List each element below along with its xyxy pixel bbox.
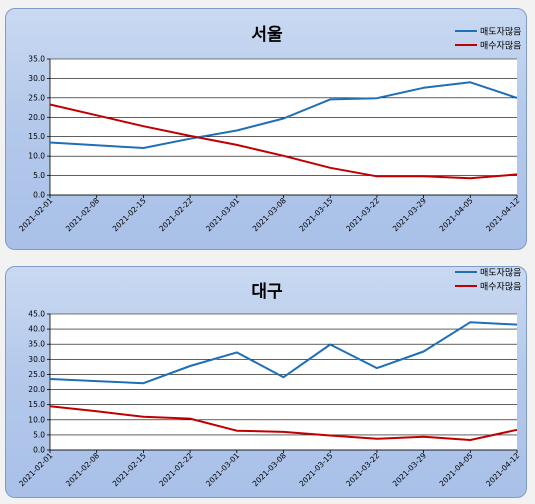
x-tick-label: 2021-02-15 <box>111 196 148 233</box>
series-line-buyers <box>49 405 518 441</box>
y-tick-label: 0.0 <box>33 446 45 455</box>
legend-label: 매도자많음 <box>480 268 521 279</box>
y-tick-label: 30.0 <box>28 355 45 364</box>
x-tick-label: 2021-03-22 <box>344 196 381 233</box>
x-tick-label: 2021-03-29 <box>391 451 428 488</box>
legend-label: 매수자많음 <box>480 282 521 293</box>
plot-area <box>50 59 517 195</box>
y-tick-label: 5.0 <box>33 171 45 180</box>
y-tick-label: 15.0 <box>28 132 45 141</box>
chart-title: 서울 <box>251 25 283 45</box>
x-tick-label: 2021-03-15 <box>297 451 334 488</box>
y-tick-label: 30.0 <box>28 74 45 83</box>
x-tick-label: 2021-03-15 <box>297 196 334 233</box>
y-tick-label: 40.0 <box>28 325 45 334</box>
y-tick-label: 25.0 <box>28 93 45 102</box>
x-tick-label: 2021-03-08 <box>251 451 288 488</box>
series-line-sellers <box>49 81 518 149</box>
x-tick-label: 2021-02-22 <box>157 451 194 488</box>
x-tick-label: 2021-02-08 <box>64 196 101 233</box>
y-tick-label: 0.0 <box>33 191 45 200</box>
x-tick-label: 2021-03-01 <box>204 451 241 488</box>
y-tick-label: 35.0 <box>28 340 45 349</box>
x-tick-label: 2021-04-12 <box>484 196 521 233</box>
x-tick-label: 2021-02-01 <box>17 196 54 233</box>
y-tick-label: 5.0 <box>33 430 45 439</box>
y-tick-label: 45.0 <box>28 310 45 319</box>
x-tick-label: 2021-04-12 <box>484 451 521 488</box>
x-tick-label: 2021-04-05 <box>438 451 475 488</box>
y-tick-label: 25.0 <box>28 370 45 379</box>
x-tick-label: 2021-03-22 <box>344 451 381 488</box>
x-tick-label: 2021-02-22 <box>157 196 194 233</box>
y-tick-label: 20.0 <box>28 385 45 394</box>
legend-label: 매수자많음 <box>480 41 521 52</box>
series-line-buyers <box>49 103 518 180</box>
x-tick-label: 2021-03-08 <box>251 196 288 233</box>
x-tick-label: 2021-02-15 <box>111 451 148 488</box>
x-tick-label: 2021-03-29 <box>391 196 428 233</box>
series-line-sellers <box>49 321 518 385</box>
y-tick-label: 10.0 <box>28 152 45 161</box>
legend-label: 매도자많음 <box>480 27 521 38</box>
y-tick-label: 15.0 <box>28 400 45 409</box>
y-tick-label: 20.0 <box>28 113 45 122</box>
x-tick-label: 2021-04-05 <box>438 196 475 233</box>
x-tick-label: 2021-02-01 <box>17 451 54 488</box>
x-tick-label: 2021-02-08 <box>64 451 101 488</box>
x-tick-label: 2021-03-01 <box>204 196 241 233</box>
y-tick-label: 10.0 <box>28 415 45 424</box>
y-tick-label: 35.0 <box>28 55 45 64</box>
chart-title: 대구 <box>251 282 283 302</box>
